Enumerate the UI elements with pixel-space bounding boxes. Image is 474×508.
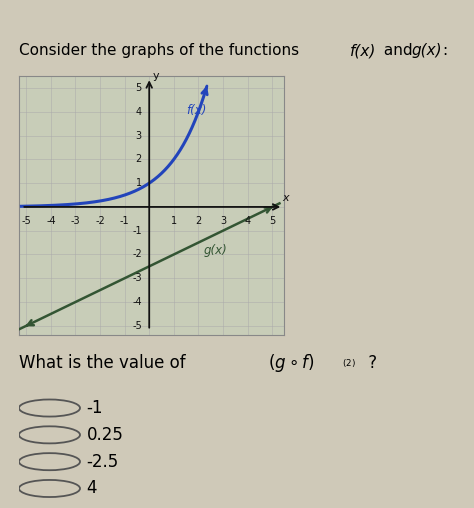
- Text: -2.5: -2.5: [87, 453, 119, 471]
- Text: 4: 4: [87, 480, 97, 497]
- Text: $_{(2)}$: $_{(2)}$: [342, 357, 356, 370]
- Text: -5: -5: [21, 216, 31, 227]
- Text: ?: ?: [364, 354, 378, 372]
- Text: -2: -2: [95, 216, 105, 227]
- Text: 5: 5: [269, 216, 275, 227]
- Text: -4: -4: [132, 297, 142, 307]
- Text: -3: -3: [132, 273, 142, 283]
- Text: -4: -4: [46, 216, 56, 227]
- Text: -3: -3: [71, 216, 80, 227]
- Text: and: and: [379, 43, 418, 58]
- Text: 3: 3: [136, 131, 142, 141]
- Text: -5: -5: [132, 321, 142, 331]
- Text: f(x): f(x): [350, 43, 376, 58]
- Text: y: y: [153, 71, 160, 81]
- Text: -1: -1: [120, 216, 129, 227]
- Text: Consider the graphs of the functions: Consider the graphs of the functions: [19, 43, 304, 58]
- Text: :: :: [442, 43, 447, 58]
- Text: -1: -1: [87, 399, 103, 417]
- Text: 1: 1: [171, 216, 177, 227]
- Text: 2: 2: [136, 154, 142, 165]
- Text: 1: 1: [136, 178, 142, 188]
- Text: What is the value of: What is the value of: [19, 354, 196, 372]
- Text: g(x): g(x): [411, 43, 442, 58]
- Text: x: x: [283, 194, 289, 203]
- Text: g(x): g(x): [203, 244, 227, 258]
- Text: 2: 2: [195, 216, 201, 227]
- Text: 4: 4: [245, 216, 251, 227]
- Text: -2: -2: [132, 249, 142, 260]
- Text: $(g\circ f)$: $(g\circ f)$: [267, 352, 314, 374]
- Text: 5: 5: [136, 83, 142, 93]
- Text: 4: 4: [136, 107, 142, 117]
- Text: f(x): f(x): [186, 104, 207, 117]
- Text: 0.25: 0.25: [87, 426, 123, 444]
- Text: -1: -1: [132, 226, 142, 236]
- Text: 3: 3: [220, 216, 226, 227]
